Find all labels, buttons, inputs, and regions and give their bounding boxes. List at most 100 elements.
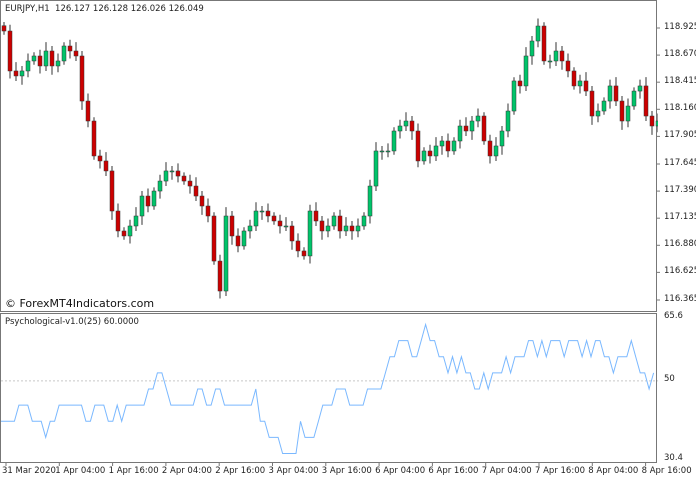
bear-candle-body: [487, 140, 493, 157]
candle: [547, 54, 553, 69]
bear-candle-body: [67, 45, 73, 52]
bear-candle-body: [49, 50, 55, 67]
candle: [643, 77, 649, 122]
bull-candle-body: [655, 120, 658, 127]
bear-candle-body: [301, 250, 307, 257]
price-tick-label: 116.365: [664, 294, 696, 304]
bull-candle-body: [169, 170, 175, 173]
candle: [457, 119, 463, 149]
bear-candle-body: [427, 150, 433, 157]
time-tick-label: 31 Mar 2020: [2, 466, 56, 476]
candle: [139, 191, 145, 225]
candle: [289, 220, 295, 250]
candle: [541, 22, 547, 65]
candle: [295, 233, 301, 258]
price-tick-label: 116.625: [664, 266, 696, 277]
candle: [355, 218, 361, 238]
candle: [1, 21, 7, 35]
candle: [553, 42, 559, 66]
bull-candle-body: [133, 215, 139, 227]
candle: [361, 212, 367, 230]
bull-candle-body: [163, 170, 169, 182]
bear-candle-body: [229, 215, 235, 237]
bull-candle-body: [247, 225, 253, 232]
candle: [175, 163, 181, 183]
bear-candle-body: [121, 230, 127, 237]
chart-header: EURJPY,H1 126.127 126.128 126.026 126.04…: [5, 4, 204, 14]
candle: [133, 207, 139, 231]
time-tick-label: 2 Apr 04:00: [161, 466, 212, 476]
time-tick-label: 6 Apr 04:00: [375, 466, 426, 476]
bear-candle-body: [7, 30, 13, 72]
candle: [463, 117, 469, 136]
bear-candle-body: [463, 125, 469, 132]
candle: [13, 62, 19, 81]
candle: [589, 86, 595, 125]
price-tick-label: 118.925: [664, 22, 696, 32]
candle: [271, 212, 277, 225]
bear-candle-body: [319, 220, 325, 232]
candle: [19, 65, 25, 85]
watermark: © ForexMT4Indicators.com: [5, 297, 155, 310]
bull-candle-body: [283, 225, 289, 228]
bear-candle-body: [295, 240, 301, 252]
bull-candle-body: [421, 150, 427, 162]
bear-candle-body: [97, 155, 103, 162]
bull-candle-body: [475, 115, 481, 122]
symbol-timeframe: EURJPY,H1: [5, 4, 50, 14]
bear-candle-body: [1, 25, 7, 32]
bear-candle-body: [277, 220, 283, 227]
candle: [433, 137, 439, 161]
bear-candle-body: [415, 130, 421, 162]
bear-candle-body: [79, 55, 85, 102]
time-tick-label: 7 Apr 16:00: [535, 466, 586, 476]
bull-candle-body: [31, 55, 37, 62]
indicator-tick-label: 50: [664, 373, 675, 384]
bear-candle-body: [565, 60, 571, 72]
candle: [319, 216, 325, 240]
candle: [379, 145, 385, 160]
time-tick-label: 3 Apr 04:00: [268, 466, 319, 476]
bear-candle-body: [181, 175, 187, 182]
candle: [331, 212, 337, 230]
bear-candle-body: [103, 160, 109, 172]
candle: [61, 42, 67, 65]
bull-candle-body: [391, 130, 397, 152]
candle: [253, 202, 259, 231]
candle: [55, 53, 61, 73]
candle: [631, 87, 637, 110]
candle: [127, 219, 133, 244]
indicator-tick-label: 30.4: [664, 453, 683, 463]
bear-candle-body: [559, 50, 565, 62]
bull-candle-body: [343, 225, 349, 232]
bull-candle-body: [139, 195, 145, 217]
price-tick-label: 118.670: [664, 49, 696, 60]
bear-candle-body: [409, 120, 415, 132]
candle: [97, 149, 103, 169]
candle: [265, 203, 271, 223]
bear-candle-body: [481, 115, 487, 142]
bear-candle-body: [613, 85, 619, 102]
bear-candle-body: [619, 100, 625, 122]
bear-candle-body: [187, 180, 193, 187]
candle: [85, 93, 91, 128]
price-tick-label: 117.135: [664, 212, 696, 223]
candle: [313, 202, 319, 226]
candle: [445, 133, 451, 158]
candle: [397, 119, 403, 139]
indicator-panel[interactable]: Psychological-v1.0(25) 60.0000: [0, 313, 658, 463]
candle: [181, 172, 187, 185]
bull-candle-body: [241, 230, 247, 247]
candle: [349, 220, 355, 240]
candle: [505, 103, 511, 138]
candle: [109, 165, 115, 220]
candle: [421, 147, 427, 165]
price-tick-label: 117.645: [664, 158, 696, 168]
bear-candle-body: [91, 120, 97, 157]
bull-candle-body: [25, 60, 31, 72]
ohlc-high: 126.128: [92, 4, 129, 14]
bear-candle-body: [85, 100, 91, 122]
price-chart-panel[interactable]: EURJPY,H1 126.127 126.128 126.026 126.04…: [0, 0, 658, 312]
bull-candle-body: [493, 145, 499, 157]
time-tick-label: 2 Apr 16:00: [215, 466, 266, 476]
